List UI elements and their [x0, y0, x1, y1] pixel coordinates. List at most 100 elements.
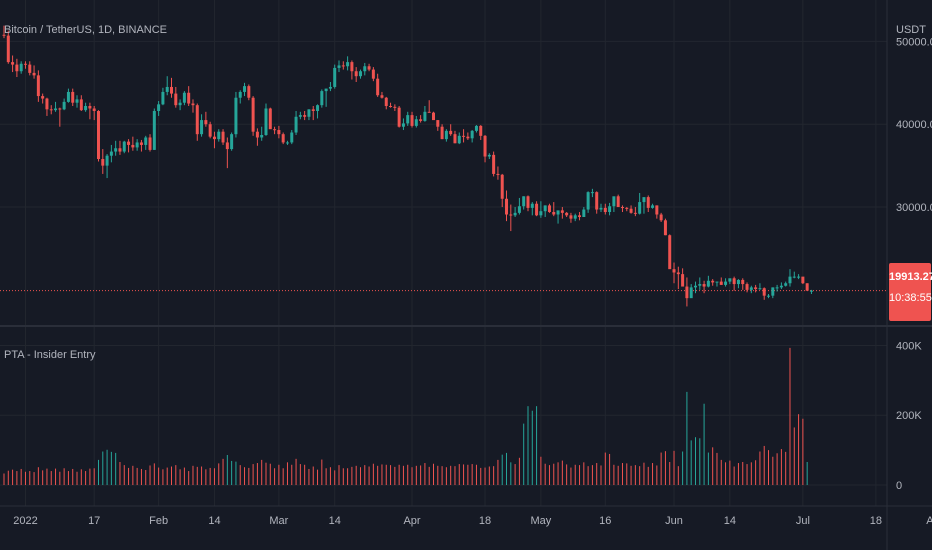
indicator-axis-label: 400K: [896, 340, 922, 352]
time-axis-label: 18: [870, 515, 882, 527]
candle-body: [187, 92, 191, 104]
candle-body: [58, 108, 62, 110]
candle-body: [599, 207, 603, 210]
candle-body: [556, 210, 560, 215]
candle-body: [380, 95, 384, 98]
candle-body: [281, 134, 285, 143]
candle-body: [659, 214, 663, 221]
indicator-legend[interactable]: PTA - Insider Entry: [4, 349, 96, 361]
candle-body: [49, 109, 53, 111]
candle-body: [487, 154, 491, 157]
candle-body: [367, 66, 371, 70]
candle-body: [646, 197, 650, 208]
volume-bar-series: [3, 347, 808, 485]
candle-body: [191, 103, 195, 106]
price-axis-label: 30000.00: [896, 202, 932, 214]
candle-body: [195, 105, 199, 135]
candle-body: [217, 131, 221, 140]
candle-body: [247, 86, 251, 98]
candle-body: [676, 272, 680, 275]
candle-body: [148, 137, 152, 150]
candle-body: [578, 215, 582, 217]
candle-body: [505, 198, 509, 215]
candle-body: [513, 212, 517, 216]
candle-body: [719, 281, 723, 285]
candle-body: [633, 212, 637, 214]
candle-body: [560, 210, 564, 213]
candle-body: [406, 115, 410, 124]
candle-body: [135, 142, 139, 148]
symbol-legend[interactable]: Bitcoin / TetherUS, 1D, BINANCE: [4, 24, 168, 36]
candle-body: [11, 62, 15, 65]
candle-body: [131, 144, 135, 148]
candle-body: [127, 141, 131, 145]
candle-body: [178, 102, 182, 106]
candle-body: [320, 91, 324, 106]
candle-body: [204, 120, 208, 125]
candle-body: [6, 35, 10, 63]
candle-body: [668, 235, 672, 270]
candle-body: [71, 91, 75, 103]
candle-body: [698, 284, 702, 286]
candle-body: [376, 78, 380, 96]
candle-body: [358, 71, 362, 77]
candle-body: [341, 65, 345, 67]
candle-body: [801, 276, 805, 284]
candle-body: [273, 129, 277, 131]
candle-body: [66, 91, 70, 102]
candle-body: [238, 91, 242, 98]
candle-body: [316, 105, 320, 111]
time-axis-label: May: [530, 515, 551, 527]
candle-body: [479, 125, 483, 136]
candle-body: [45, 98, 49, 110]
time-axis-labels[interactable]: 2022 17 Feb 14 Mar 14 Apr 18 May 16 Jun 14 Jul 18 Aug: [13, 515, 932, 527]
candle-body: [732, 278, 736, 285]
candle-body: [496, 173, 500, 175]
indicator-axis-label: 200K: [896, 410, 922, 422]
candle-body: [225, 142, 229, 150]
candle-body: [462, 135, 466, 137]
candle-body: [101, 159, 105, 166]
candle-body: [212, 136, 216, 140]
candle-body: [350, 62, 354, 72]
candle-body: [509, 214, 513, 216]
candle-body: [19, 63, 23, 72]
candle-body: [251, 97, 255, 132]
time-axis-label: 2022: [13, 515, 37, 527]
candle-body: [762, 288, 766, 296]
candle-body: [711, 280, 715, 283]
price-axis-labels[interactable]: 30000.00 40000.00 50000.00: [896, 36, 932, 214]
candle-body: [303, 115, 307, 117]
candle-body: [139, 142, 143, 145]
candle-body: [449, 130, 453, 135]
candle-body: [41, 96, 45, 99]
candle-body: [771, 287, 775, 296]
candle-body: [629, 208, 633, 213]
candle-body: [324, 88, 328, 92]
candle-body: [346, 62, 350, 67]
candle-body: [805, 283, 809, 291]
candle-body: [775, 287, 779, 289]
candle-body: [522, 196, 526, 207]
candle-body: [389, 106, 393, 108]
candle-body: [569, 215, 573, 219]
candle-body: [152, 110, 156, 150]
candle-body: [15, 64, 19, 72]
indicator-axis-labels[interactable]: 0 200K 400K: [896, 340, 922, 492]
last-price-tag: 19913.27 10:38:55: [889, 263, 932, 321]
candle-body: [685, 286, 689, 299]
candle-body: [432, 112, 435, 121]
candle-body: [500, 174, 504, 199]
candle-body: [663, 220, 667, 236]
candle-body: [453, 134, 457, 144]
candle-body: [92, 108, 96, 111]
candle-body: [625, 207, 629, 209]
candle-body: [427, 111, 431, 113]
time-axis-label: 17: [88, 515, 100, 527]
candle-body: [311, 109, 315, 111]
candle-body: [582, 209, 586, 217]
currency-label[interactable]: USDT: [896, 24, 926, 36]
candle-body: [165, 86, 169, 92]
time-axis-label: 18: [479, 515, 491, 527]
candle-body: [84, 106, 88, 111]
